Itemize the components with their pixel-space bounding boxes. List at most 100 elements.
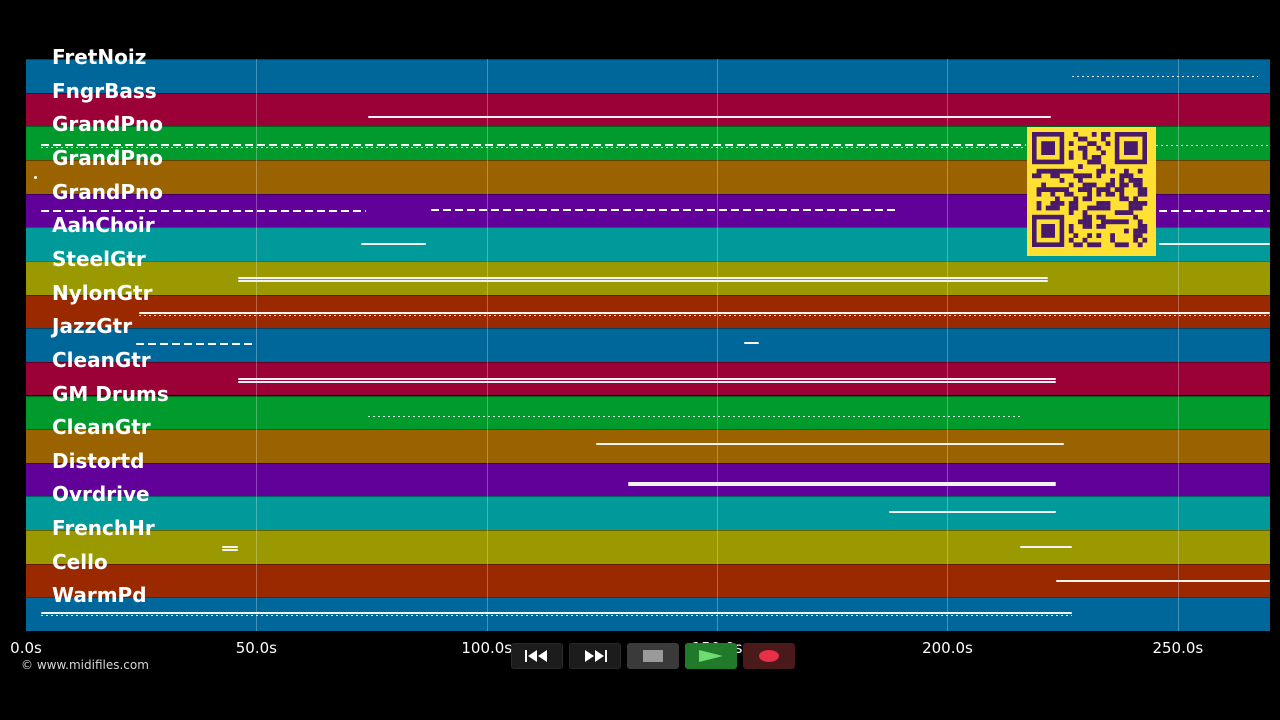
qr-module	[1137, 224, 1143, 229]
qr-module	[1101, 219, 1106, 225]
record-icon	[759, 650, 779, 662]
qr-module	[1105, 187, 1111, 192]
qr-module	[1091, 159, 1097, 165]
qr-module	[1137, 205, 1143, 211]
time-gridline	[947, 59, 949, 631]
qr-module	[1078, 242, 1083, 248]
qr-module	[1128, 178, 1134, 183]
qr-module	[1142, 228, 1148, 234]
midi-note-segment	[1072, 76, 1258, 77]
track-label: GrandPno	[52, 145, 163, 170]
qr-module	[1068, 155, 1074, 160]
stop-icon	[643, 650, 663, 662]
qr-module	[1096, 224, 1102, 229]
qr-module	[1142, 201, 1148, 206]
qr-module	[1036, 173, 1042, 179]
qr-module	[1078, 164, 1083, 169]
track-lane[interactable]	[26, 429, 1270, 463]
track-lane[interactable]	[26, 59, 1270, 93]
qr-module	[1078, 136, 1083, 142]
qr-module	[1073, 205, 1079, 211]
marker-dot	[34, 176, 37, 179]
qr-module	[1078, 173, 1083, 179]
qr-module	[1124, 210, 1129, 215]
qr-module	[1124, 228, 1129, 234]
qr-module	[1105, 132, 1111, 137]
track-lane[interactable]	[26, 496, 1270, 531]
fast-forward-button[interactable]	[569, 643, 621, 669]
qr-module	[1073, 173, 1079, 179]
qr-module	[1045, 205, 1051, 211]
qr-module	[1068, 141, 1074, 146]
qr-module	[1101, 164, 1106, 169]
qr-module	[1055, 201, 1060, 206]
track-lane[interactable]	[26, 92, 1270, 127]
qr-module	[1073, 233, 1079, 238]
qr-module	[1087, 191, 1092, 197]
qr-module	[1119, 191, 1125, 197]
rewind-button[interactable]	[511, 643, 563, 669]
track-lane[interactable]	[26, 395, 1270, 430]
time-tick-label: 100.0s	[461, 639, 513, 657]
qr-module	[1068, 191, 1074, 197]
qr-module	[1064, 187, 1069, 192]
qr-module	[1082, 187, 1088, 192]
qr-module	[1050, 168, 1056, 174]
qr-module	[1096, 159, 1102, 165]
record-button[interactable]	[743, 643, 795, 669]
qr-module	[1073, 242, 1079, 248]
qr-module	[1096, 168, 1102, 174]
qr-module	[1082, 224, 1088, 229]
qr-module	[1087, 233, 1092, 238]
qr-module	[1119, 242, 1125, 248]
stop-button[interactable]	[627, 643, 679, 669]
qr-module	[1068, 228, 1074, 234]
time-gridline	[717, 59, 719, 631]
qr-module	[1087, 224, 1092, 229]
qr-module	[1073, 201, 1079, 206]
qr-module	[1055, 205, 1060, 211]
qr-module	[1105, 141, 1111, 146]
qr-module	[1124, 242, 1129, 248]
track-label: GM Drums	[52, 381, 169, 406]
qr-module	[1032, 173, 1037, 179]
track-lane[interactable]	[26, 462, 1270, 497]
qr-module	[1101, 201, 1106, 206]
qr-module	[1068, 210, 1074, 215]
track-lane[interactable]	[26, 530, 1270, 564]
qr-module	[1087, 196, 1092, 202]
midi-note-segment	[41, 209, 366, 212]
track-lane[interactable]	[26, 294, 1270, 329]
qr-module	[1050, 173, 1056, 179]
midi-note-segment	[238, 276, 1048, 279]
time-gridline	[256, 59, 258, 631]
qr-module	[1087, 141, 1092, 146]
qr-module	[1087, 173, 1092, 179]
transport-controls	[511, 643, 795, 669]
qr-module	[1087, 214, 1092, 220]
qr-module	[1068, 224, 1074, 229]
qr-module	[1128, 201, 1134, 206]
qr-module	[1119, 178, 1125, 183]
qr-module	[1114, 219, 1120, 225]
qr-module	[1114, 210, 1120, 215]
qr-module	[1091, 155, 1097, 160]
qr-module	[1096, 201, 1102, 206]
qr-module	[1133, 214, 1138, 220]
play-button[interactable]	[685, 643, 737, 669]
qr-module	[1087, 182, 1092, 188]
qr-module	[1142, 237, 1148, 243]
midi-note-segment	[1159, 243, 1270, 246]
qr-code-image	[1032, 132, 1148, 248]
qr-module	[1036, 201, 1042, 206]
qr-module	[1101, 136, 1106, 142]
qr-module	[1101, 214, 1106, 220]
track-label: GrandPno	[52, 112, 163, 137]
qr-module	[1114, 242, 1120, 248]
qr-module	[1133, 237, 1138, 243]
qr-module	[1045, 187, 1051, 192]
track-lane[interactable]	[26, 597, 1270, 632]
qr-module	[1059, 178, 1065, 183]
midi-note-segment	[744, 342, 759, 345]
fast-forward-icon	[585, 650, 607, 662]
